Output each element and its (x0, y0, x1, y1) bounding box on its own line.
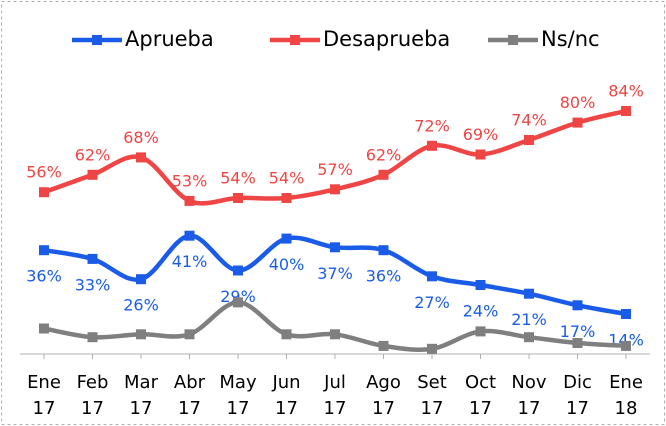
value-label: 80% (560, 93, 596, 112)
legend-marker (508, 35, 518, 45)
point-marker (572, 300, 583, 311)
point-marker (621, 309, 631, 319)
value-label: 74% (511, 111, 547, 130)
value-label: 36% (366, 267, 402, 286)
legend-label: Aprueba (125, 27, 214, 51)
value-label: 29% (220, 287, 256, 306)
point-marker (281, 193, 292, 203)
x-tick-label: Feb 17 (77, 372, 109, 419)
value-label: 53% (172, 171, 208, 190)
value-label: 40% (269, 255, 305, 274)
value-label: 68% (123, 128, 159, 147)
point-marker (39, 245, 49, 256)
point-marker (427, 343, 437, 354)
point-marker (136, 152, 146, 163)
point-marker (524, 288, 534, 299)
point-marker (87, 253, 98, 264)
point-marker (233, 297, 243, 308)
value-label: 69% (463, 125, 499, 144)
point-marker (39, 323, 49, 334)
x-tick-label: Ene 17 (27, 372, 61, 419)
value-label: 62% (75, 145, 111, 164)
value-label: 24% (463, 302, 499, 321)
value-label: 72% (414, 116, 450, 135)
legend-marker (92, 35, 102, 45)
x-tick-label: Ene 18 (609, 372, 643, 419)
point-marker (524, 332, 534, 343)
point-marker (233, 193, 243, 203)
value-label: 84% (608, 82, 644, 101)
point-marker (572, 117, 583, 128)
x-tick-label: Mar 17 (124, 372, 159, 419)
value-label: 21% (511, 310, 547, 329)
point-marker (330, 242, 340, 253)
point-marker (281, 329, 292, 340)
point-marker (475, 149, 486, 160)
legend-marker (290, 35, 300, 45)
value-label: 26% (123, 296, 159, 315)
value-label: 62% (366, 145, 402, 164)
x-tick-label: Set 17 (417, 372, 447, 419)
point-marker (378, 169, 389, 180)
legend-label: Desaprueba (323, 27, 450, 51)
x-tick-label: Jul 17 (323, 372, 346, 419)
value-label: 56% (26, 163, 62, 182)
point-marker (87, 332, 98, 343)
value-label: 54% (269, 169, 305, 188)
value-label: 41% (172, 252, 208, 271)
x-tick-label: Jun 17 (271, 372, 300, 419)
value-label: 27% (414, 293, 450, 312)
point-marker (184, 230, 195, 241)
point-marker (524, 135, 534, 145)
x-tick-label: Oct 17 (465, 372, 496, 419)
value-label: 57% (317, 160, 353, 179)
value-label: 17% (560, 322, 596, 341)
point-marker (233, 265, 243, 276)
point-marker (621, 106, 631, 116)
point-marker (378, 245, 389, 256)
point-marker (136, 329, 146, 340)
x-tick-label: May 17 (219, 372, 257, 419)
x-tick-label: Dic 17 (563, 372, 592, 419)
point-marker (136, 274, 146, 285)
point-marker (184, 195, 195, 206)
point-marker (281, 233, 292, 244)
value-label: 33% (75, 275, 111, 294)
point-marker (330, 329, 340, 340)
x-tick-label: Ago 17 (366, 372, 401, 419)
x-tick-label: Nov 17 (511, 372, 546, 419)
point-marker (572, 338, 583, 348)
point-marker (621, 340, 631, 351)
x-tick-label: Abr 17 (174, 372, 206, 419)
value-label: 54% (220, 169, 256, 188)
point-marker (378, 340, 389, 351)
point-marker (87, 169, 98, 180)
value-label: 36% (26, 267, 62, 286)
point-marker (330, 184, 340, 195)
point-marker (427, 140, 437, 151)
point-marker (475, 280, 486, 290)
point-marker (184, 329, 195, 340)
point-marker (475, 326, 486, 337)
point-marker (39, 187, 49, 198)
legend-label: Ns/nc (541, 27, 600, 51)
value-label: 37% (317, 264, 353, 283)
point-marker (427, 271, 437, 282)
